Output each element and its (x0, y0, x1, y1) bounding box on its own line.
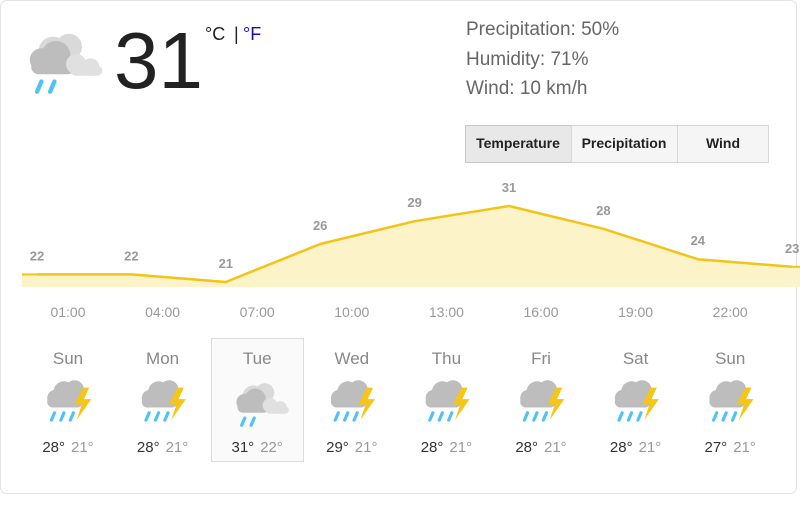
current-temperature: 31 (114, 16, 203, 105)
tab-temperature[interactable] (465, 125, 572, 163)
point-label: 22 (30, 248, 44, 263)
point-label: 28 (596, 203, 610, 218)
time-label: 04:00 (145, 304, 180, 320)
edge-fill (792, 266, 800, 287)
tab-label[interactable]: Precipitation (582, 135, 667, 151)
day-high: 28° (137, 439, 160, 456)
day-name: Sun (53, 349, 83, 368)
day-name: Fri (531, 349, 551, 368)
day-high: 28° (42, 439, 65, 456)
day-low: 21° (355, 439, 378, 456)
day-high: 31° (232, 439, 255, 456)
day-name: Wed (334, 349, 369, 368)
unit-separator: | (234, 24, 239, 44)
day-name: Thu (432, 349, 461, 368)
day-low: 21° (166, 439, 189, 456)
time-label: 22:00 (713, 304, 748, 320)
day-low: 21° (71, 439, 94, 456)
time-label: 01:00 (50, 304, 85, 320)
precipitation: Precipitation: 50% (466, 19, 619, 40)
humidity: Humidity: 71% (466, 49, 589, 70)
edge-fill (22, 274, 37, 287)
point-label: 29 (407, 195, 421, 210)
day-low: 21° (449, 439, 472, 456)
time-label: 19:00 (618, 304, 653, 320)
tab-wind[interactable] (677, 125, 769, 163)
day-high: 28° (610, 439, 633, 456)
day-high: 29° (326, 439, 349, 456)
temperature-line (37, 204, 793, 284)
time-label: 10:00 (334, 304, 369, 320)
unit-fahrenheit[interactable]: °F (243, 24, 261, 44)
day-low: 21° (639, 439, 662, 456)
day-high: 28° (515, 439, 538, 456)
day-name: Tue (243, 349, 272, 368)
day-low: 21° (733, 439, 756, 456)
time-label: 07:00 (240, 304, 275, 320)
point-label: 23 (785, 241, 799, 256)
day-high: 28° (421, 439, 444, 456)
tab-label[interactable]: Temperature (476, 135, 560, 151)
time-label: 16:00 (523, 304, 558, 320)
day-name: Sat (623, 349, 649, 368)
tab-label[interactable]: Wind (706, 135, 740, 151)
tab-precipitation[interactable] (571, 125, 678, 163)
unit-celsius[interactable]: °C (205, 24, 225, 44)
day-name: Sun (715, 349, 745, 368)
day-high: 27° (705, 439, 728, 456)
point-label: 24 (691, 233, 706, 248)
point-label: 21 (219, 256, 233, 271)
time-label: 13:00 (429, 304, 464, 320)
day-low: 21° (544, 439, 567, 456)
day-name: Mon (146, 349, 179, 368)
day-low: 22° (260, 439, 283, 456)
point-label: 31 (502, 180, 516, 195)
point-label: 22 (124, 248, 138, 263)
wind: Wind: 10 km/h (466, 78, 587, 99)
temperature-area (37, 206, 793, 287)
point-label: 26 (313, 218, 327, 233)
